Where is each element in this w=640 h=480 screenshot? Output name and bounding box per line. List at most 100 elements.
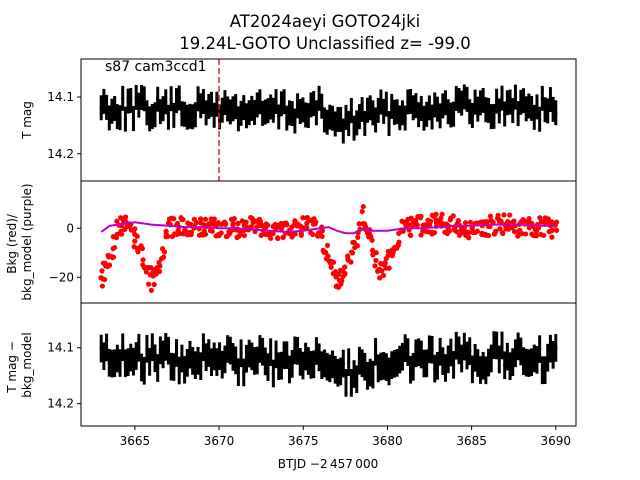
bkg-point bbox=[396, 239, 402, 245]
lightcurve-point bbox=[134, 95, 138, 99]
lightcurve-point bbox=[161, 107, 165, 111]
bkg-point bbox=[180, 231, 186, 237]
lightcurve-point bbox=[309, 103, 313, 107]
bkg-point bbox=[325, 253, 331, 259]
lightcurve-point bbox=[220, 363, 224, 367]
panel-bottom-marks bbox=[99, 331, 558, 397]
lightcurve-point bbox=[438, 350, 442, 354]
bkg-point bbox=[328, 258, 335, 265]
lightcurve-point bbox=[481, 98, 485, 103]
bkg-point bbox=[484, 219, 490, 225]
bkg-point bbox=[102, 276, 108, 283]
lightcurve-point bbox=[476, 107, 480, 111]
lightcurve-point bbox=[344, 381, 348, 385]
lightcurve-point bbox=[451, 112, 456, 116]
lightcurve-point bbox=[325, 365, 329, 369]
lightcurve-point bbox=[349, 381, 353, 385]
lightcurve-point bbox=[411, 365, 415, 369]
lightcurve-point bbox=[123, 117, 128, 121]
lightcurve-point bbox=[293, 348, 297, 352]
lightcurve-point bbox=[287, 367, 292, 372]
bkg-point bbox=[202, 231, 209, 237]
lightcurve-point bbox=[473, 356, 477, 360]
lightcurve-point bbox=[320, 104, 324, 108]
lightcurve-point bbox=[199, 364, 203, 368]
lightcurve-point bbox=[548, 347, 553, 351]
lightcurve-point bbox=[435, 107, 440, 111]
lightcurve-point bbox=[529, 106, 534, 110]
lightcurve-point bbox=[107, 361, 111, 365]
lightcurve-point bbox=[226, 347, 230, 351]
lightcurve-point bbox=[497, 109, 501, 113]
lightcurve-point bbox=[217, 354, 222, 358]
panel-bottom-ylabel-line1: T mag − bbox=[5, 341, 19, 394]
lightcurve-point bbox=[365, 374, 370, 378]
lightcurve-point bbox=[546, 109, 550, 113]
lightcurve-point bbox=[384, 102, 388, 106]
lightcurve-point bbox=[328, 115, 332, 119]
bkg-point bbox=[433, 217, 439, 223]
lightcurve-point bbox=[387, 369, 391, 373]
lightcurve-point bbox=[279, 102, 284, 106]
lightcurve-point bbox=[244, 114, 249, 118]
lightcurve-point bbox=[347, 121, 351, 126]
lightcurve-point bbox=[301, 363, 305, 368]
lightcurve-point bbox=[489, 115, 493, 119]
bkg-point bbox=[292, 231, 298, 237]
x-tick-label: 3680 bbox=[372, 434, 403, 448]
bkg-point bbox=[178, 215, 184, 221]
lightcurve-point bbox=[320, 363, 324, 367]
lightcurve-point bbox=[137, 103, 141, 107]
bkg-point bbox=[132, 238, 138, 244]
lightcurve-point bbox=[390, 363, 394, 367]
lightcurve-point bbox=[126, 360, 130, 364]
bkg-point bbox=[169, 233, 176, 240]
bkg-point bbox=[135, 249, 141, 255]
lightcurve-point bbox=[121, 345, 125, 349]
bkg-point bbox=[386, 265, 392, 271]
bkg-point bbox=[134, 233, 140, 239]
bkg-point bbox=[145, 281, 152, 287]
lightcurve-point bbox=[139, 365, 144, 370]
bkg-point bbox=[139, 245, 145, 251]
lightcurve-point bbox=[285, 116, 289, 120]
bkg-point bbox=[268, 235, 274, 241]
lightcurve-point bbox=[282, 353, 286, 357]
bkg-point bbox=[99, 268, 105, 274]
lightcurve-point bbox=[339, 369, 343, 374]
lightcurve-point bbox=[457, 98, 461, 103]
lightcurve-point bbox=[180, 356, 184, 361]
lightcurve-point bbox=[172, 365, 176, 369]
bkg-point bbox=[143, 269, 149, 275]
lightcurve-point bbox=[473, 100, 477, 104]
bkg-point bbox=[382, 260, 388, 266]
lightcurve-point bbox=[497, 357, 501, 362]
lightcurve-point bbox=[538, 347, 542, 351]
lightcurve-point bbox=[414, 104, 418, 108]
lightcurve-point bbox=[382, 109, 386, 113]
lightcurve-point bbox=[441, 359, 445, 363]
bkg-point bbox=[418, 232, 424, 238]
lightcurve-point bbox=[188, 353, 192, 357]
bkg-point bbox=[541, 232, 547, 239]
lightcurve-point bbox=[465, 97, 469, 101]
lightcurve-point bbox=[99, 106, 103, 110]
lightcurve-point bbox=[554, 111, 558, 115]
bkg-point bbox=[400, 228, 406, 235]
lightcurve-point bbox=[209, 360, 214, 364]
lightcurve-point bbox=[191, 115, 195, 119]
lightcurve-point bbox=[535, 358, 539, 362]
lightcurve-point bbox=[287, 111, 292, 115]
bkg-point bbox=[455, 217, 462, 224]
lightcurve-point bbox=[484, 108, 488, 112]
lightcurve-point bbox=[293, 119, 297, 123]
lightcurve-point bbox=[411, 106, 415, 110]
lightcurve-point bbox=[231, 107, 235, 111]
lightcurve-point bbox=[247, 351, 251, 356]
lightcurve-point bbox=[519, 349, 523, 354]
lightcurve-point bbox=[113, 106, 117, 111]
lightcurve-point bbox=[260, 350, 265, 354]
bkg-point bbox=[248, 214, 254, 221]
lightcurve-point bbox=[223, 357, 227, 361]
bkg-point bbox=[356, 221, 362, 227]
